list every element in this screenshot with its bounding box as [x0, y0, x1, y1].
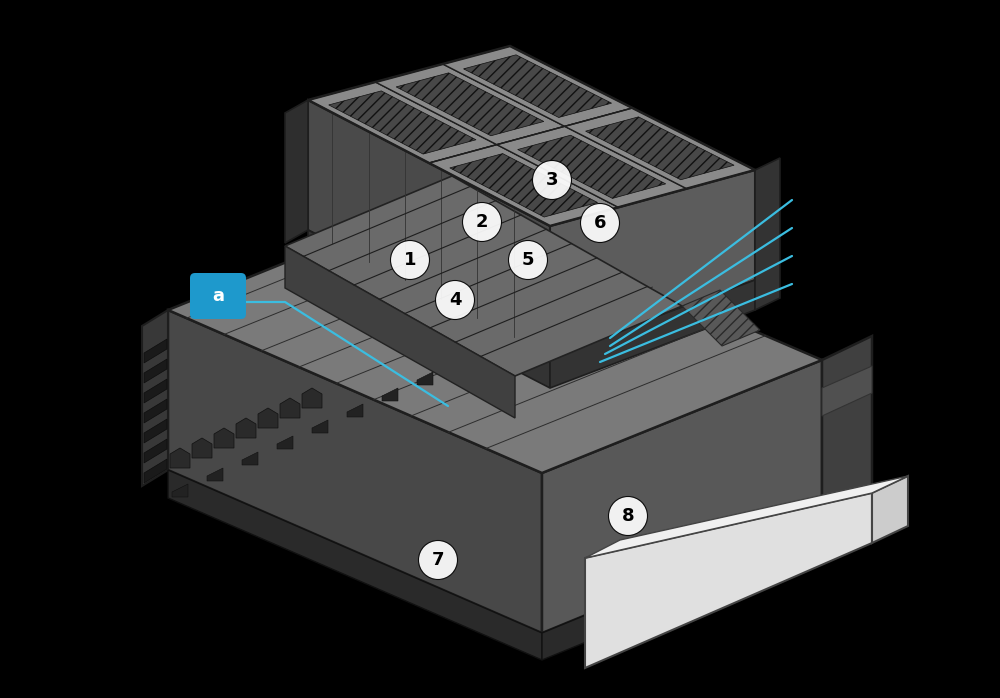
- Polygon shape: [302, 388, 322, 408]
- Circle shape: [608, 496, 648, 535]
- Polygon shape: [429, 144, 618, 226]
- Polygon shape: [565, 108, 755, 188]
- Polygon shape: [443, 46, 632, 126]
- Polygon shape: [312, 420, 328, 433]
- Polygon shape: [347, 404, 363, 417]
- Polygon shape: [285, 246, 515, 418]
- Polygon shape: [375, 64, 565, 144]
- Circle shape: [418, 540, 458, 579]
- Polygon shape: [550, 170, 755, 356]
- Polygon shape: [329, 91, 476, 154]
- Polygon shape: [417, 372, 433, 385]
- Polygon shape: [308, 100, 550, 356]
- Polygon shape: [822, 336, 872, 518]
- Polygon shape: [172, 484, 188, 497]
- Polygon shape: [277, 436, 293, 449]
- Text: 6: 6: [594, 214, 606, 232]
- Polygon shape: [308, 230, 550, 388]
- Polygon shape: [142, 310, 168, 486]
- Polygon shape: [168, 198, 822, 473]
- Circle shape: [580, 204, 620, 242]
- Polygon shape: [542, 518, 822, 660]
- Polygon shape: [285, 176, 682, 376]
- Polygon shape: [144, 439, 167, 463]
- Polygon shape: [242, 452, 258, 465]
- Text: 7: 7: [432, 551, 444, 569]
- Text: 5: 5: [522, 251, 534, 269]
- Polygon shape: [382, 388, 398, 401]
- Text: 2: 2: [476, 213, 488, 231]
- Circle shape: [462, 202, 502, 242]
- Polygon shape: [144, 419, 167, 443]
- Polygon shape: [207, 468, 223, 481]
- Polygon shape: [585, 493, 872, 668]
- Polygon shape: [308, 82, 497, 163]
- Polygon shape: [822, 366, 872, 416]
- Polygon shape: [542, 360, 822, 633]
- Circle shape: [509, 241, 548, 279]
- Circle shape: [532, 161, 572, 200]
- Polygon shape: [192, 438, 212, 458]
- Text: 8: 8: [622, 507, 634, 525]
- Polygon shape: [168, 310, 542, 633]
- Polygon shape: [236, 418, 256, 438]
- Polygon shape: [170, 448, 190, 468]
- Polygon shape: [214, 428, 234, 448]
- Polygon shape: [258, 408, 278, 428]
- Polygon shape: [585, 476, 908, 558]
- Text: a: a: [212, 287, 224, 305]
- Polygon shape: [464, 55, 612, 117]
- Text: 4: 4: [449, 291, 461, 309]
- Polygon shape: [518, 135, 666, 198]
- Circle shape: [390, 241, 429, 279]
- FancyBboxPatch shape: [190, 273, 246, 319]
- Polygon shape: [144, 339, 167, 363]
- Polygon shape: [396, 73, 544, 136]
- Polygon shape: [450, 154, 597, 217]
- Polygon shape: [280, 398, 300, 418]
- Polygon shape: [497, 126, 687, 207]
- Polygon shape: [755, 158, 780, 310]
- Polygon shape: [144, 359, 167, 383]
- Text: 3: 3: [546, 171, 558, 189]
- Polygon shape: [285, 100, 308, 243]
- Polygon shape: [550, 280, 755, 388]
- Polygon shape: [144, 379, 167, 403]
- Polygon shape: [586, 117, 734, 180]
- Polygon shape: [168, 470, 542, 660]
- Polygon shape: [682, 290, 760, 346]
- Polygon shape: [144, 459, 167, 483]
- Text: 1: 1: [404, 251, 416, 269]
- Polygon shape: [872, 476, 908, 543]
- Polygon shape: [144, 399, 167, 423]
- Circle shape: [436, 281, 475, 320]
